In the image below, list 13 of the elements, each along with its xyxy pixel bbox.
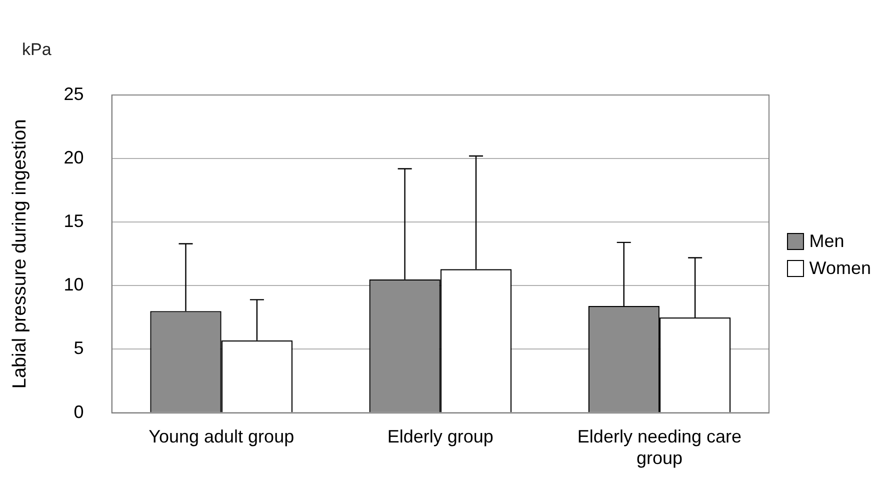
x-tick-label: Elderly needing care group xyxy=(577,426,742,468)
text: Women xyxy=(809,258,871,279)
y-tick-label: 10 xyxy=(64,274,84,295)
x-tick-label: Elderly group xyxy=(387,426,494,447)
y-tick-label: 20 xyxy=(64,148,84,168)
y-tick-label: 25 xyxy=(64,84,84,104)
y-tick-label: 5 xyxy=(74,338,84,358)
y-tick-label: 0 xyxy=(74,402,84,422)
y-axis-title: Labial pressure during ingestion xyxy=(10,119,31,389)
text: kPa xyxy=(22,40,52,60)
y-tick-label: 15 xyxy=(64,211,84,232)
legend-label: Men xyxy=(809,231,844,252)
x-tick-label: Young adult group xyxy=(148,426,294,447)
